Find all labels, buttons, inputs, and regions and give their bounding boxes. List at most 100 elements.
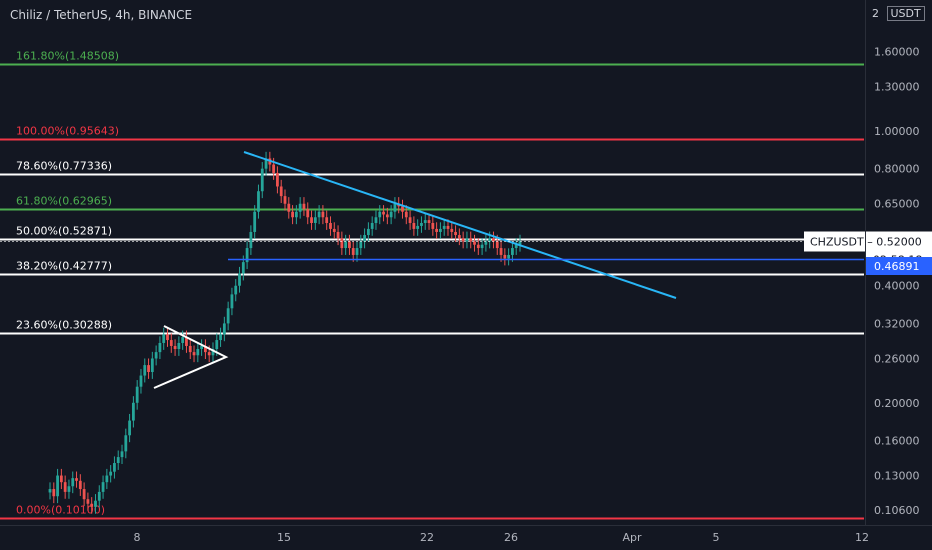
y-tick-label-0: 1.60000 — [874, 46, 920, 59]
candle-body-2 — [56, 475, 59, 497]
candle-body-11 — [90, 503, 94, 507]
x-tick-label-4: Apr — [622, 531, 642, 544]
candle-body-19 — [120, 451, 124, 458]
current-price-tag-text: 0.46891 — [874, 260, 920, 273]
candle-body-64 — [291, 211, 294, 218]
candle-body-57 — [264, 158, 268, 169]
candle-body-94 — [404, 211, 408, 218]
candle-body-40 — [200, 345, 204, 350]
candle-body-110 — [465, 238, 469, 242]
candle-body-91 — [393, 203, 397, 212]
fib-label-5: 38.20%(0.42777) — [16, 260, 112, 273]
symbol-tag-bg — [804, 231, 932, 252]
candle-body-31 — [166, 334, 169, 341]
candle-body-107 — [454, 231, 457, 236]
fib-label-2: 78.60%(0.77336) — [16, 160, 112, 173]
candle-body-119 — [499, 248, 503, 255]
candle-body-72 — [321, 211, 325, 218]
x-tick-label-6: 12 — [855, 531, 869, 544]
candle-body-74 — [329, 222, 332, 229]
candle-body-3 — [59, 475, 63, 483]
candle-body-37 — [188, 345, 192, 353]
candle-body-36 — [185, 337, 188, 346]
fib-label-1: 100.00%(0.95643) — [16, 125, 119, 138]
y-tick-label-5: 0.40000 — [874, 280, 920, 293]
candle-body-108 — [457, 235, 461, 239]
candle-body-46 — [222, 323, 226, 335]
candle-body-23 — [135, 386, 139, 403]
y-tick-label-8: 0.20000 — [874, 397, 920, 410]
y-tick-label-10: 0.13000 — [874, 470, 920, 483]
candle-body-20 — [124, 435, 128, 452]
candle-body-9 — [82, 489, 86, 500]
y-tick-label-11: 0.10600 — [874, 504, 920, 517]
candle-body-112 — [473, 241, 476, 245]
candle-body-48 — [230, 294, 234, 309]
candle-body-47 — [226, 308, 230, 324]
x-tick-label-5: 5 — [713, 531, 720, 544]
candle-body-53 — [249, 231, 253, 249]
candle-body-32 — [169, 340, 173, 346]
candle-body-79 — [348, 241, 351, 249]
candle-body-120 — [503, 254, 507, 259]
candle-body-61 — [279, 186, 283, 197]
candle-body-21 — [128, 420, 131, 436]
candle-body-5 — [67, 486, 71, 492]
candle-body-42 — [207, 352, 211, 356]
currency-label[interactable]: 2 USDT — [872, 6, 925, 21]
candle-body-17 — [113, 463, 116, 472]
candle-body-83 — [363, 235, 366, 242]
candle-body-98 — [420, 222, 423, 226]
candle-body-117 — [492, 238, 495, 242]
triangle-drawing — [153, 325, 229, 389]
candle-body-41 — [204, 345, 207, 353]
candle-body-27 — [150, 358, 154, 372]
candle-body-49 — [234, 285, 238, 295]
candle-body-113 — [476, 244, 480, 249]
candle-body-97 — [416, 225, 420, 229]
y-tick-label-3: 0.80000 — [874, 163, 920, 176]
candle-body-43 — [211, 349, 215, 356]
candle-body-111 — [469, 238, 473, 242]
candle-body-80 — [351, 248, 355, 255]
y-tick-label-9: 0.16000 — [874, 434, 920, 447]
candle-body-93 — [401, 206, 404, 212]
candle-body-122 — [511, 248, 514, 255]
y-tick-label-1: 1.30000 — [874, 81, 920, 94]
candle-body-102 — [435, 228, 439, 232]
x-tick-label-1: 15 — [277, 531, 291, 544]
fib-label-0: 161.80%(1.48508) — [16, 50, 119, 63]
candle-body-116 — [488, 238, 492, 242]
price-axis[interactable] — [865, 0, 932, 525]
candle-body-96 — [412, 222, 416, 229]
candle-body-65 — [294, 211, 298, 218]
drawings — [153, 151, 677, 389]
fib-label-6: 23.60%(0.30288) — [16, 319, 112, 332]
candle-body-115 — [484, 241, 488, 245]
candle-body-14 — [101, 482, 105, 492]
candle-body-67 — [302, 203, 306, 210]
currency-box[interactable]: USDT — [886, 6, 925, 21]
candle-body-0 — [48, 489, 52, 493]
candle-body-26 — [147, 365, 150, 372]
candle-body-86 — [374, 217, 378, 223]
candle-body-4 — [63, 482, 67, 492]
candle-body-68 — [306, 209, 310, 218]
price-tags: CHZUSDT – 0.5200002:58:180.46891 — [804, 231, 932, 275]
candles — [48, 151, 522, 514]
candle-body-89 — [385, 214, 389, 218]
candle-body-63 — [287, 203, 291, 212]
candle-body-8 — [78, 480, 82, 490]
candle-body-104 — [442, 225, 446, 229]
candle-body-109 — [461, 238, 465, 242]
candle-body-84 — [366, 228, 370, 236]
price-axis-ticks: 1.60000 1.30000 1.00000 0.80000 0.65000 0.400… — [874, 46, 920, 517]
candle-body-100 — [427, 220, 431, 223]
candle-body-56 — [260, 168, 264, 192]
candle-body-25 — [143, 365, 147, 376]
candle-body-18 — [116, 457, 120, 464]
candle-body-66 — [298, 203, 302, 212]
candle-body-10 — [86, 499, 90, 504]
